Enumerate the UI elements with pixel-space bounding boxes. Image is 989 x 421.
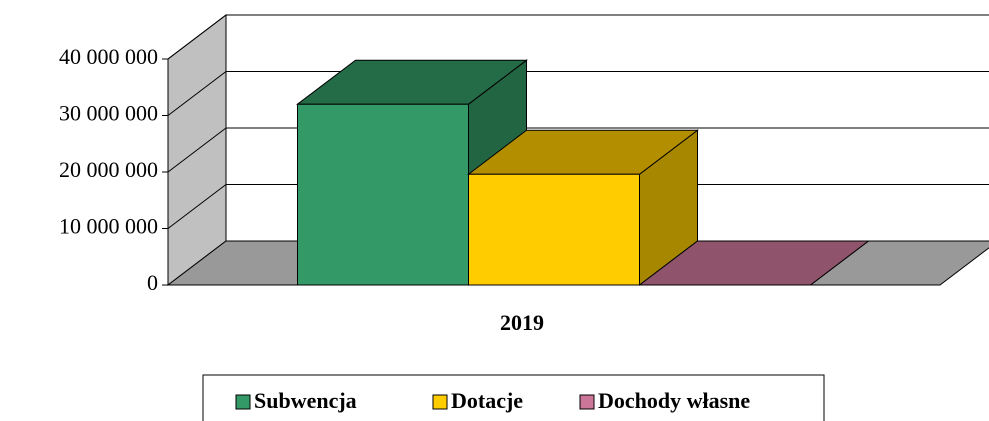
y-tick-label: 10 000 000 — [59, 214, 158, 239]
legend-label: Subwencja — [254, 388, 357, 413]
grid-line — [167, 14, 227, 60]
y-tick-label: 40 000 000 — [59, 44, 158, 69]
bar — [467, 129, 699, 287]
grid-line — [167, 127, 227, 173]
legend-box — [202, 374, 825, 421]
y-tick-label: 30 000 000 — [59, 101, 158, 126]
legend-swatch — [235, 394, 251, 410]
bar-front — [468, 173, 640, 286]
bar-front — [297, 103, 469, 286]
legend-swatch — [432, 394, 448, 410]
legend-label: Dochody własne — [598, 388, 750, 413]
x-tick-label: 2019 — [500, 310, 544, 335]
y-tick-label: 20 000 000 — [59, 157, 158, 182]
legend-label: Dotacje — [451, 388, 523, 413]
grid-line — [167, 71, 227, 116]
y-tick-label: 0 — [147, 270, 158, 295]
legend-swatch — [579, 394, 595, 410]
grid-line — [167, 184, 227, 229]
